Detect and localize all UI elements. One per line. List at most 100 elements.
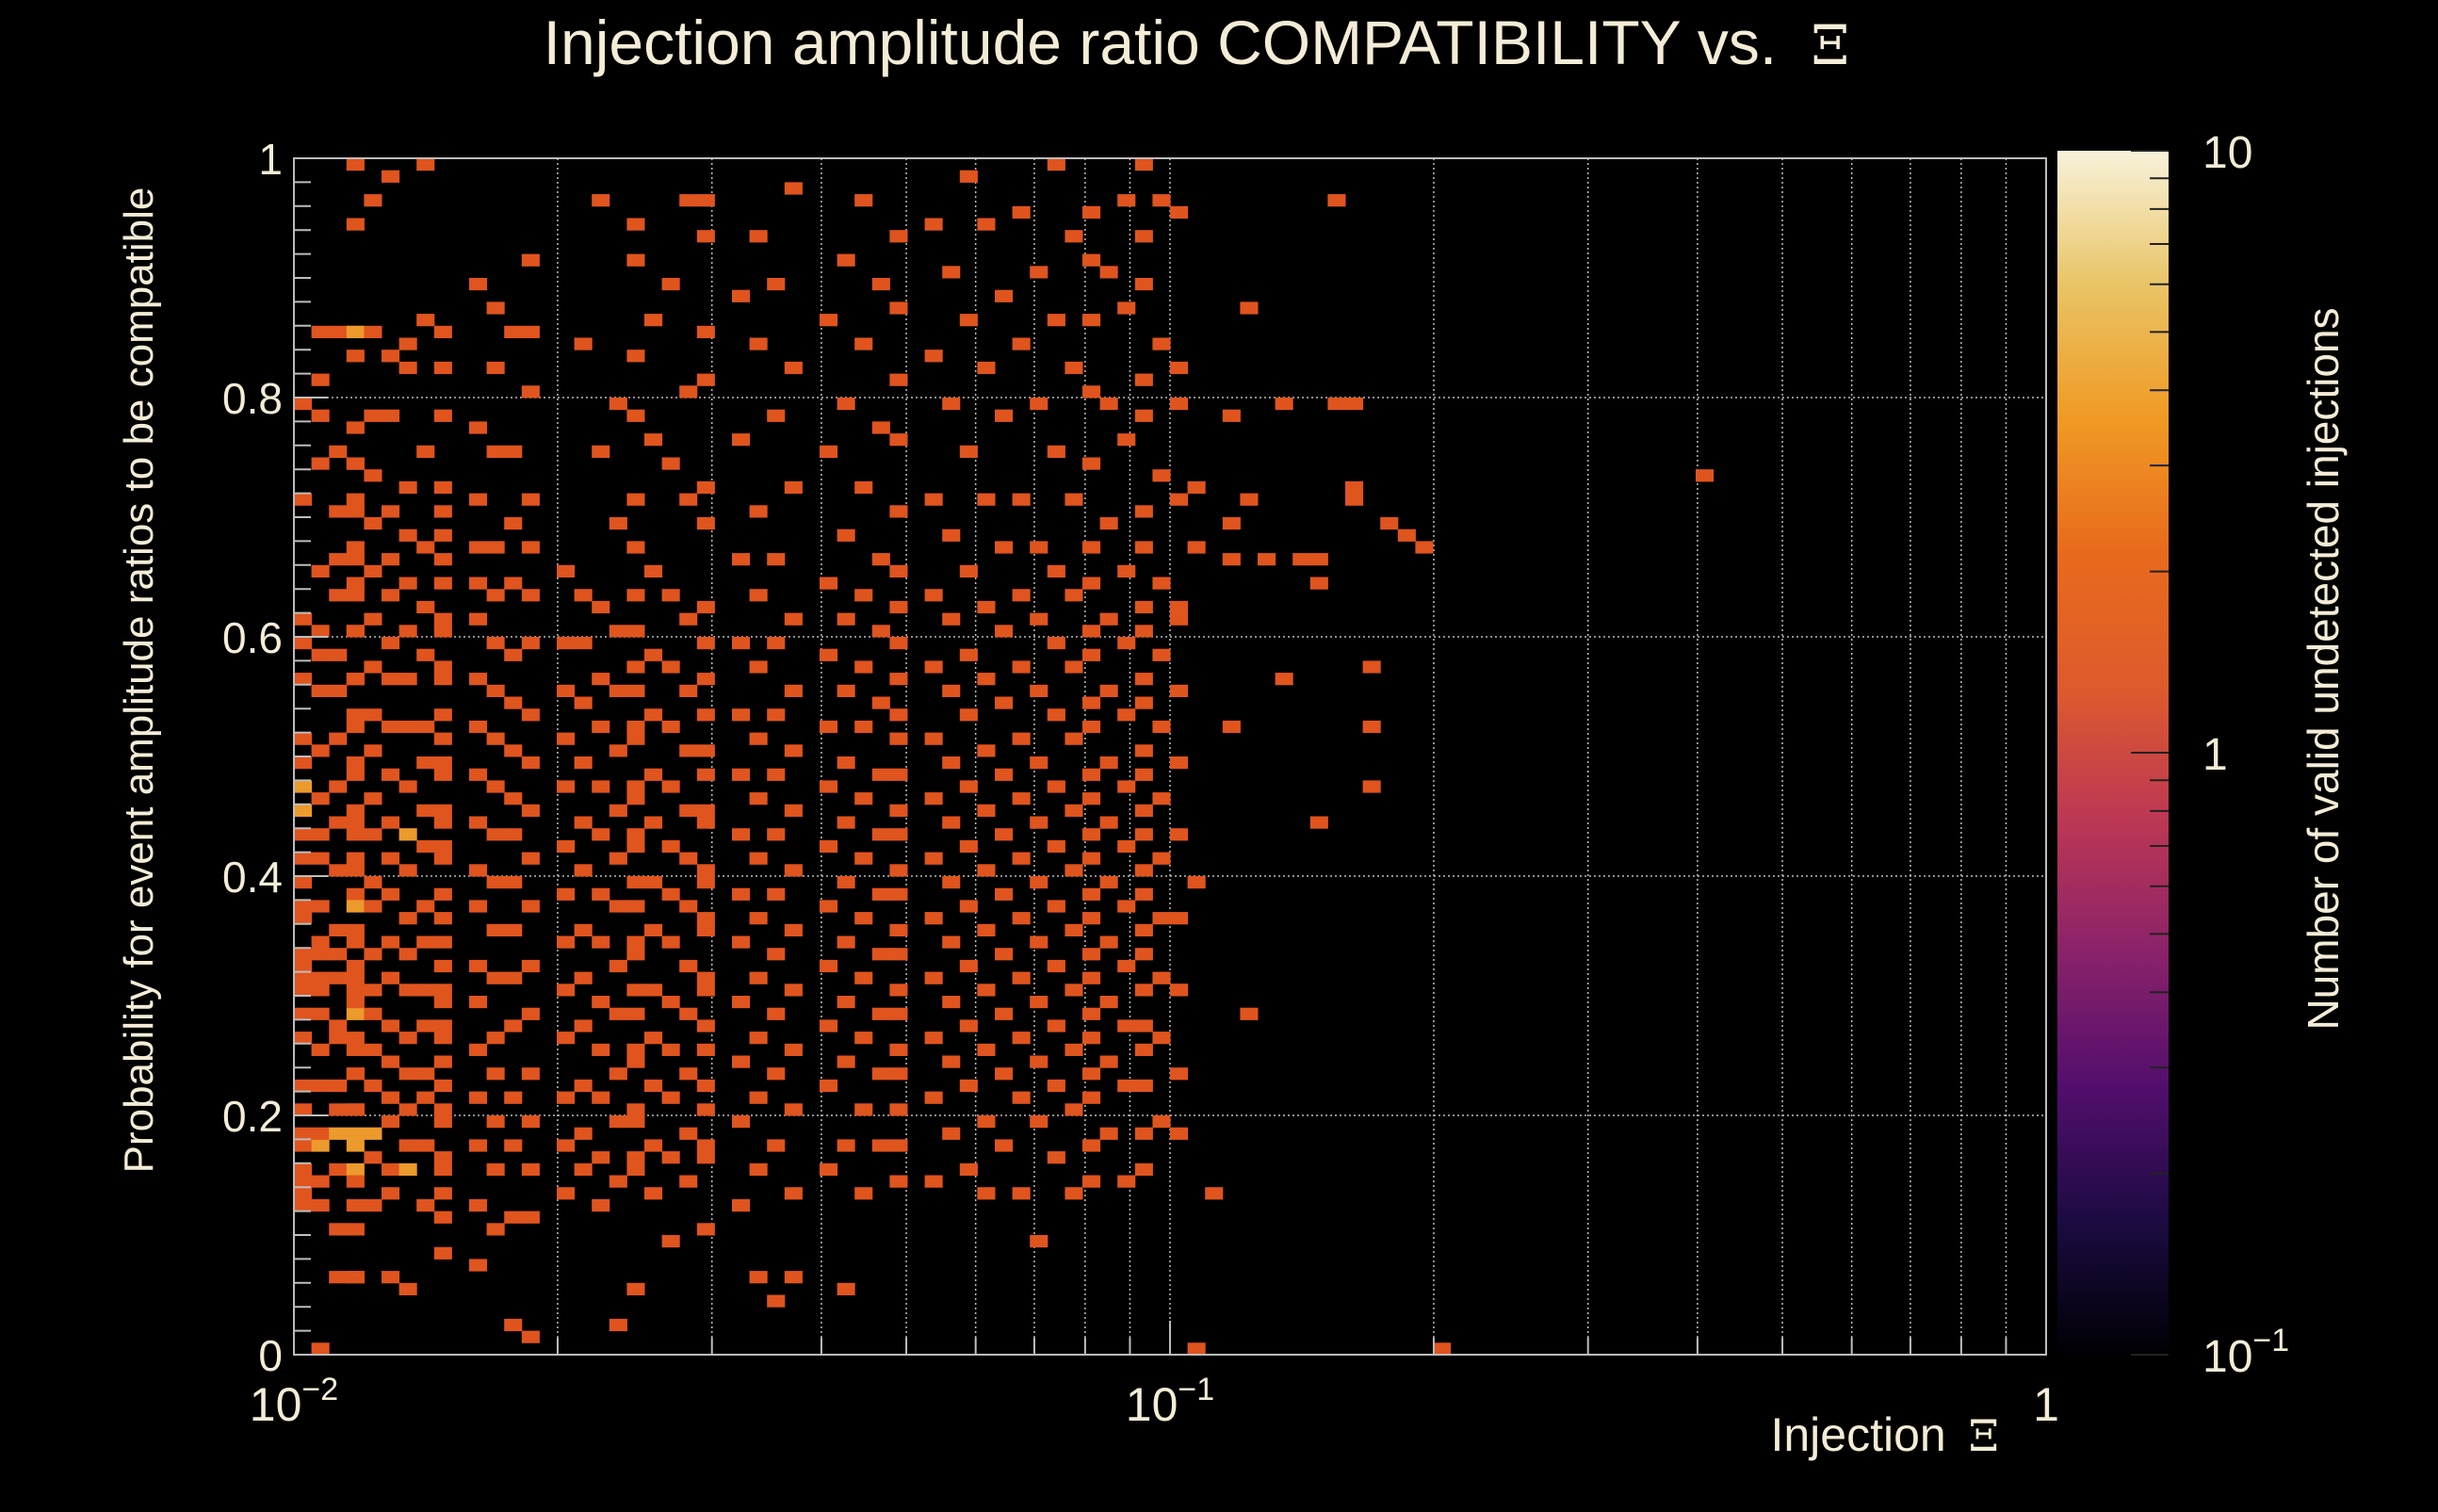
- heatmap-cell: [398, 1282, 417, 1295]
- heatmap-cell: [696, 1103, 715, 1116]
- colorbar-tick-label: 10: [2202, 128, 2252, 178]
- heatmap-cell: [661, 887, 680, 901]
- heatmap-cell: [644, 816, 663, 829]
- heatmap-cell: [486, 1162, 505, 1176]
- heatmap-cell: [644, 1187, 663, 1200]
- heatmap-cell: [364, 469, 382, 482]
- heatmap-cell: [557, 935, 576, 949]
- heatmap-cell: [1170, 1067, 1189, 1081]
- heatmap-cell: [1082, 1032, 1101, 1045]
- heatmap-cell: [626, 1007, 645, 1020]
- heatmap-cell: [294, 1103, 313, 1116]
- chart-title-text: Injection amplitude ratio COMPATIBILITY …: [544, 8, 1778, 77]
- heatmap-cell: [889, 1007, 908, 1020]
- heatmap-cell: [416, 314, 435, 327]
- heatmap-cell: [1327, 194, 1346, 207]
- heatmap-cell: [626, 660, 645, 674]
- heatmap-cell: [486, 1115, 505, 1129]
- heatmap-cell: [889, 1175, 908, 1188]
- heatmap-cell: [1240, 301, 1259, 315]
- heatmap-cell: [609, 1318, 627, 1332]
- heatmap-cell: [504, 325, 523, 338]
- heatmap-cell: [433, 361, 452, 375]
- heatmap-cell: [977, 1187, 996, 1200]
- heatmap-cell: [521, 1115, 540, 1129]
- heatmap-cell: [679, 1175, 698, 1188]
- heatmap-cell: [696, 912, 715, 925]
- heatmap-cell: [977, 493, 996, 506]
- heatmap-cell: [995, 828, 1014, 841]
- heatmap-cell: [398, 1139, 417, 1152]
- heatmap-cell: [977, 923, 996, 936]
- heatmap-cell: [1117, 839, 1136, 854]
- heatmap-cell: [871, 1007, 890, 1020]
- heatmap-cell: [942, 684, 961, 697]
- heatmap-cell: [820, 780, 838, 793]
- heatmap-cell: [398, 1032, 417, 1045]
- heatmap-cell: [346, 852, 365, 865]
- heatmap-cell: [504, 445, 523, 458]
- heatmap-cell: [767, 1007, 786, 1020]
- heatmap-cell: [346, 984, 365, 997]
- heatmap-cell: [696, 194, 715, 207]
- heatmap-cell: [311, 1079, 330, 1093]
- heatmap-cell: [1134, 673, 1153, 686]
- heatmap-cell: [626, 900, 645, 913]
- heatmap-cell: [294, 900, 313, 913]
- heatmap-cell: [311, 792, 330, 805]
- heatmap-cell: [942, 876, 961, 889]
- heatmap-cell: [679, 493, 698, 506]
- heatmap-cell: [294, 673, 313, 686]
- heatmap-cell: [889, 984, 908, 997]
- heatmap-cell: [854, 1032, 873, 1045]
- heatmap-cell: [854, 1187, 873, 1200]
- heatmap-cell: [626, 948, 645, 961]
- heatmap-cell: [661, 720, 680, 734]
- heatmap-cell: [1152, 577, 1171, 590]
- heatmap-cell: [382, 409, 400, 422]
- heatmap-cell: [346, 816, 365, 829]
- heatmap-cell: [1134, 1162, 1153, 1176]
- heatmap-cell: [871, 553, 890, 566]
- heatmap-cell: [1047, 839, 1065, 854]
- heatmap-cell: [398, 528, 417, 542]
- heatmap-cell: [433, 1019, 452, 1032]
- heatmap-cell: [732, 887, 751, 901]
- heatmap-cell: [889, 828, 908, 841]
- heatmap-cell: [942, 1127, 961, 1140]
- heatmap-cell: [924, 732, 943, 745]
- heatmap-cell: [311, 1139, 330, 1152]
- heatmap-cell: [1082, 314, 1101, 327]
- heatmap-cell: [661, 1043, 680, 1056]
- heatmap-cell: [364, 900, 382, 913]
- heatmap-cell: [661, 1235, 680, 1248]
- heatmap-cell: [609, 959, 627, 973]
- heatmap-cell: [626, 350, 645, 363]
- heatmap-cell: [311, 457, 330, 470]
- heatmap-cell: [521, 589, 540, 602]
- heatmap-cell: [294, 780, 313, 793]
- heatmap-cell: [346, 218, 365, 231]
- heatmap-cell: [732, 433, 751, 447]
- heatmap-cell: [557, 684, 576, 697]
- heatmap-cell: [416, 1198, 435, 1212]
- heatmap-cell: [696, 923, 715, 936]
- heatmap-cell: [871, 768, 890, 781]
- heatmap-cell: [1012, 971, 1031, 984]
- heatmap-cell: [1082, 1067, 1101, 1081]
- heatmap-cell: [521, 385, 540, 398]
- heatmap-cell: [346, 708, 365, 722]
- heatmap-cell: [1187, 876, 1206, 889]
- heatmap-cell: [1047, 780, 1065, 793]
- heatmap-cell: [469, 541, 488, 554]
- heatmap-cell: [346, 325, 365, 338]
- heatmap-cell: [1152, 792, 1171, 805]
- heatmap-cell: [1117, 301, 1136, 315]
- heatmap-cell: [837, 528, 855, 542]
- heatmap-cell: [889, 864, 908, 877]
- heatmap-cell: [1117, 1079, 1136, 1093]
- heatmap-cell: [574, 589, 593, 602]
- heatmap-cell: [732, 768, 751, 781]
- heatmap-cell: [1099, 684, 1118, 697]
- heatmap-cell: [959, 1079, 978, 1093]
